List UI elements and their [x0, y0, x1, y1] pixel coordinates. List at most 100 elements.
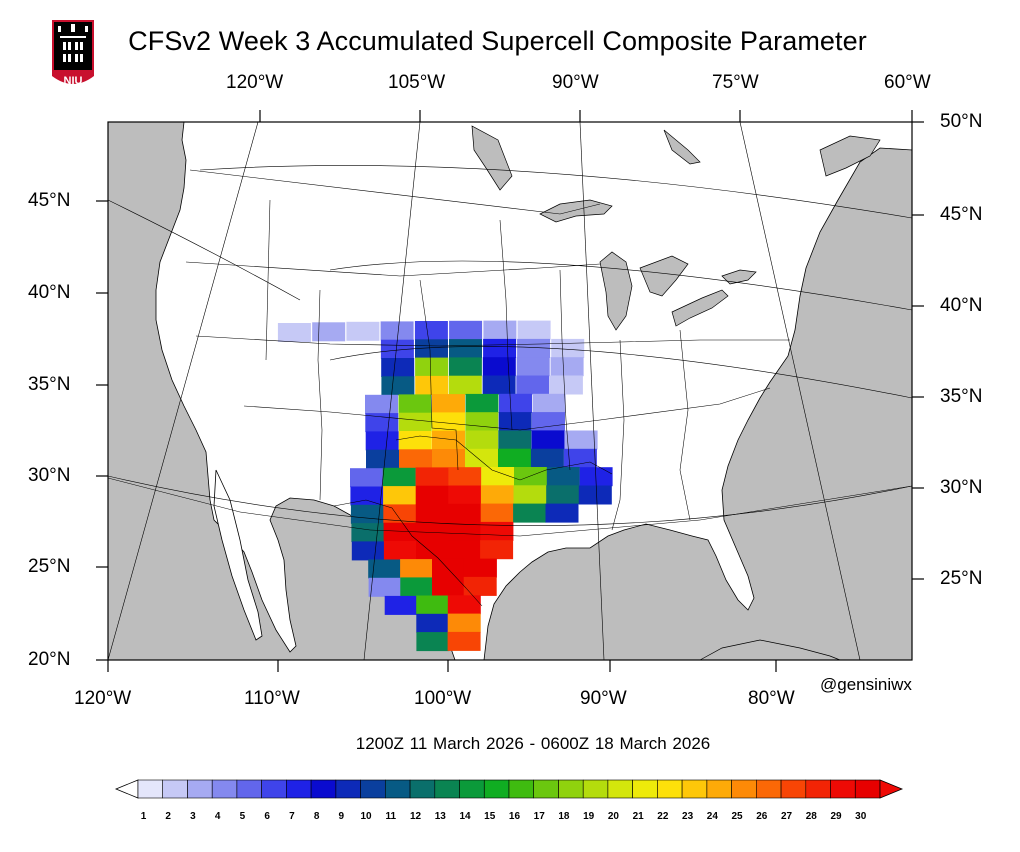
scp-cell [513, 485, 547, 505]
scp-cell [447, 613, 481, 633]
scp-cell [368, 559, 402, 579]
colorbar-tick-label: 3 [190, 811, 196, 822]
scp-cell [531, 430, 565, 450]
colorbar-tick-label: 19 [583, 811, 595, 822]
scp-cell [380, 321, 414, 341]
scp-cell [414, 321, 448, 340]
author-credit: @gensiniwx [820, 675, 912, 694]
scp-cell [432, 449, 465, 468]
scp-cell [415, 467, 449, 487]
scp-cell [532, 393, 566, 413]
left-lat-label: 25°N [28, 556, 71, 577]
colorbar-swatch [706, 779, 732, 799]
colorbar-swatch [409, 779, 436, 799]
scp-cell [481, 467, 515, 486]
scp-cell [312, 322, 346, 342]
colorbar-swatch [780, 779, 807, 799]
right-lat-label: 35°N [940, 386, 983, 407]
scp-cell [465, 448, 498, 468]
date-range: 1200Z 11 March 2026 - 0600Z 18 March 202… [355, 734, 711, 753]
scp-cell [384, 595, 418, 615]
colorbar-tick-label: 15 [484, 811, 496, 822]
top-lon-label: 60°W [884, 72, 931, 93]
scp-cell [516, 375, 550, 395]
scp-cell [448, 375, 482, 395]
scp-cell [463, 576, 497, 596]
scp-cell [499, 393, 532, 413]
colorbar-tick-label: 8 [313, 811, 320, 822]
colorbar-swatch [607, 779, 633, 799]
colorbar-swatch [335, 779, 361, 799]
scp-cell [448, 540, 481, 560]
bottom-lon-label: 110°W [244, 688, 300, 709]
scp-cell [351, 541, 385, 561]
colorbar-swatch [187, 779, 213, 799]
scp-cell [483, 320, 517, 340]
map-frame [107, 121, 913, 661]
scp-cell [465, 412, 499, 432]
colorbar-swatch [211, 779, 238, 799]
scp-cell [400, 577, 434, 597]
colorbar-tick-label: 11 [385, 811, 397, 822]
right-lat-label: 25°N [940, 568, 983, 589]
graticule [107, 121, 913, 661]
colorbar-tick-label: 12 [409, 811, 422, 822]
scp-cell [432, 430, 465, 450]
colorbar-swatch [508, 779, 535, 799]
colorbar-tick-label: 16 [508, 811, 521, 822]
axis-ticks [96, 110, 924, 672]
right-lat-label: 30°N [940, 477, 983, 498]
colorbar-swatch [360, 779, 386, 799]
colorbar-high-arrow [879, 779, 904, 799]
scp-cell [448, 522, 482, 542]
colorbar-tick-label: 23 [682, 811, 694, 822]
left-lat-label: 40°N [28, 282, 71, 303]
lake-winnipeg [471, 125, 513, 191]
bottom-lon-label: 90°W [580, 688, 627, 709]
colorbar-swatch [483, 779, 510, 799]
scp-cell [498, 430, 532, 450]
scp-cell [447, 595, 481, 615]
scp-cell [432, 394, 465, 414]
colorbar-low-arrow [114, 779, 139, 799]
scp-cell [483, 338, 517, 358]
colorbar-tick-label: 17 [533, 811, 545, 822]
colorbar-swatch [261, 779, 287, 799]
scp-cell [482, 375, 516, 395]
scp-cell [549, 375, 583, 395]
scp-cell [449, 339, 482, 359]
colorbar-swatch [657, 779, 683, 799]
bottom-lon-label: 100°W [414, 688, 472, 709]
scp-cell [351, 523, 385, 543]
scp-cell [513, 503, 547, 523]
scp-cell [448, 503, 482, 523]
great-lakes [539, 199, 757, 331]
scp-cell [546, 485, 580, 505]
left-lat-label: 35°N [28, 374, 71, 395]
scp-cell [432, 412, 465, 432]
colorbar-tick-label: 4 [214, 811, 221, 822]
colorbar-swatch [137, 779, 164, 799]
niu-tower-logo-icon: NIU [52, 20, 94, 87]
colorbar-tick-label: 24 [706, 811, 718, 822]
scp-cell [399, 449, 432, 469]
scp-cell [381, 358, 415, 377]
scp-cell [448, 485, 482, 505]
right-lat-label: 40°N [940, 295, 983, 316]
scp-cell [398, 431, 432, 450]
northern-lake [663, 129, 701, 165]
colorbar-tick-label: 9 [338, 811, 345, 822]
map-title: CFSv2 Week 3 Accumulated Supercell Compo… [128, 26, 867, 56]
scp-cell [465, 430, 499, 450]
top-lon-label: 90°W [552, 72, 599, 93]
colorbar-swatch [236, 779, 262, 799]
colorbar-tick-label: 1 [140, 811, 147, 822]
bottom-lon-label: 120°W [74, 688, 132, 709]
scp-cell [415, 485, 449, 505]
right-lat-label: 45°N [940, 204, 983, 225]
scp-cell [416, 540, 449, 560]
right-lat-label: 50°N [940, 111, 983, 132]
scp-cell [480, 540, 514, 560]
top-lon-label: 120°W [226, 72, 284, 93]
